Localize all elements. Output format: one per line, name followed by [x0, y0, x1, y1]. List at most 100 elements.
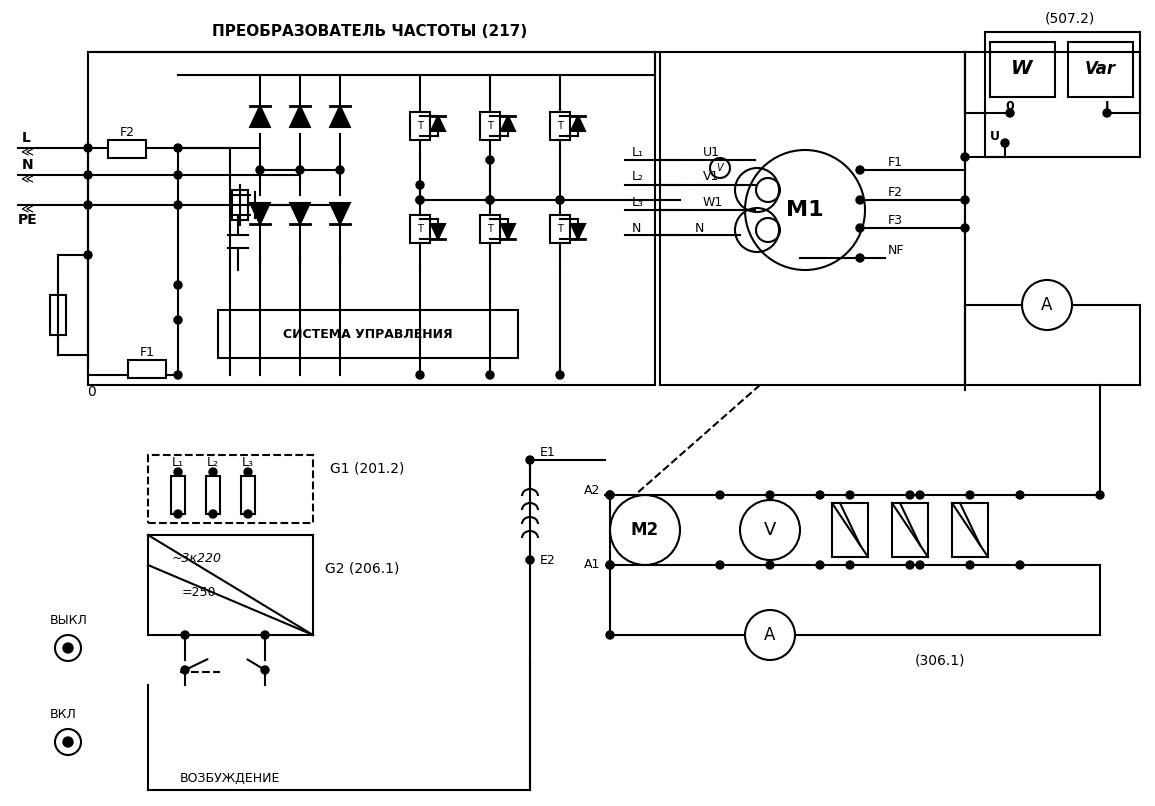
Circle shape — [174, 171, 182, 179]
Text: L₁: L₁ — [632, 146, 644, 159]
Text: G1 (201.2): G1 (201.2) — [330, 461, 404, 475]
Text: I: I — [1104, 99, 1109, 113]
Circle shape — [174, 144, 182, 152]
Bar — [832, 503, 869, 557]
Text: ВКЛ: ВКЛ — [50, 708, 77, 721]
Circle shape — [856, 166, 864, 174]
Bar — [128, 360, 166, 378]
Circle shape — [486, 196, 494, 204]
Polygon shape — [571, 116, 584, 131]
Text: F1: F1 — [140, 346, 155, 359]
Circle shape — [336, 166, 344, 174]
Text: A1: A1 — [583, 559, 599, 571]
Bar — [148, 535, 313, 635]
Bar — [410, 215, 430, 243]
Polygon shape — [501, 116, 515, 131]
Polygon shape — [251, 106, 270, 127]
Text: M1: M1 — [787, 200, 824, 220]
Circle shape — [64, 643, 73, 653]
Circle shape — [256, 166, 264, 174]
Bar — [1068, 42, 1133, 97]
Text: ≪: ≪ — [20, 173, 33, 186]
Text: 0: 0 — [88, 385, 96, 399]
Text: (306.1): (306.1) — [915, 653, 966, 667]
Text: СИСТЕМА УПРАВЛЕНИЯ: СИСТЕМА УПРАВЛЕНИЯ — [283, 327, 453, 340]
Text: T: T — [557, 224, 562, 234]
Text: 0: 0 — [1006, 99, 1014, 113]
Circle shape — [1016, 491, 1024, 499]
Polygon shape — [571, 224, 584, 239]
Circle shape — [486, 156, 494, 164]
Circle shape — [84, 201, 92, 209]
Circle shape — [1016, 561, 1024, 569]
Bar — [952, 503, 988, 557]
Circle shape — [856, 254, 864, 262]
Bar — [232, 190, 248, 220]
Circle shape — [174, 371, 182, 379]
Circle shape — [181, 666, 189, 674]
Circle shape — [916, 491, 924, 499]
Bar — [480, 215, 500, 243]
Polygon shape — [431, 224, 445, 239]
Bar — [660, 52, 964, 385]
Circle shape — [174, 201, 182, 209]
Text: L₂: L₂ — [207, 455, 219, 468]
Bar — [50, 295, 66, 335]
Circle shape — [174, 316, 182, 324]
Circle shape — [261, 631, 269, 639]
Text: E2: E2 — [541, 554, 556, 567]
Text: NF: NF — [888, 243, 904, 256]
Circle shape — [766, 491, 774, 499]
Circle shape — [84, 144, 92, 152]
Circle shape — [906, 491, 914, 499]
Polygon shape — [290, 106, 310, 127]
Text: F3: F3 — [888, 214, 903, 226]
Text: F1: F1 — [888, 156, 903, 168]
Text: U1: U1 — [703, 146, 720, 159]
Text: L: L — [22, 131, 31, 145]
Circle shape — [845, 491, 854, 499]
Text: L₁: L₁ — [172, 455, 184, 468]
Polygon shape — [501, 224, 515, 239]
Circle shape — [845, 561, 854, 569]
Text: T: T — [557, 121, 562, 131]
Circle shape — [416, 181, 424, 189]
Circle shape — [606, 491, 614, 499]
Circle shape — [606, 491, 614, 499]
Circle shape — [1006, 109, 1014, 117]
Circle shape — [416, 196, 424, 204]
Text: L₃: L₃ — [632, 196, 644, 209]
Circle shape — [84, 171, 92, 179]
Text: F2: F2 — [888, 185, 903, 198]
Circle shape — [486, 371, 494, 379]
Circle shape — [966, 491, 974, 499]
Polygon shape — [251, 203, 270, 224]
Text: V: V — [763, 521, 776, 539]
Polygon shape — [431, 116, 445, 131]
Circle shape — [906, 561, 914, 569]
Circle shape — [209, 468, 217, 476]
Circle shape — [84, 251, 92, 259]
Circle shape — [716, 491, 724, 499]
Text: L₃: L₃ — [243, 455, 254, 468]
Circle shape — [961, 153, 969, 161]
Circle shape — [856, 224, 864, 232]
Text: N: N — [632, 222, 641, 235]
Circle shape — [961, 224, 969, 232]
Text: A: A — [1042, 296, 1052, 314]
Circle shape — [1103, 109, 1111, 117]
Circle shape — [526, 456, 534, 464]
Bar — [550, 215, 571, 243]
Circle shape — [244, 510, 252, 518]
Circle shape — [526, 556, 534, 564]
Polygon shape — [290, 203, 310, 224]
Circle shape — [486, 196, 494, 204]
Bar — [990, 42, 1055, 97]
Circle shape — [966, 561, 974, 569]
Bar — [892, 503, 927, 557]
Circle shape — [416, 371, 424, 379]
Text: T: T — [417, 224, 423, 234]
Circle shape — [815, 561, 824, 569]
Text: ПРЕОБРАЗОВАТЕЛЬ ЧАСТОТЫ (217): ПРЕОБРАЗОВАТЕЛЬ ЧАСТОТЫ (217) — [213, 24, 528, 39]
Circle shape — [296, 166, 304, 174]
